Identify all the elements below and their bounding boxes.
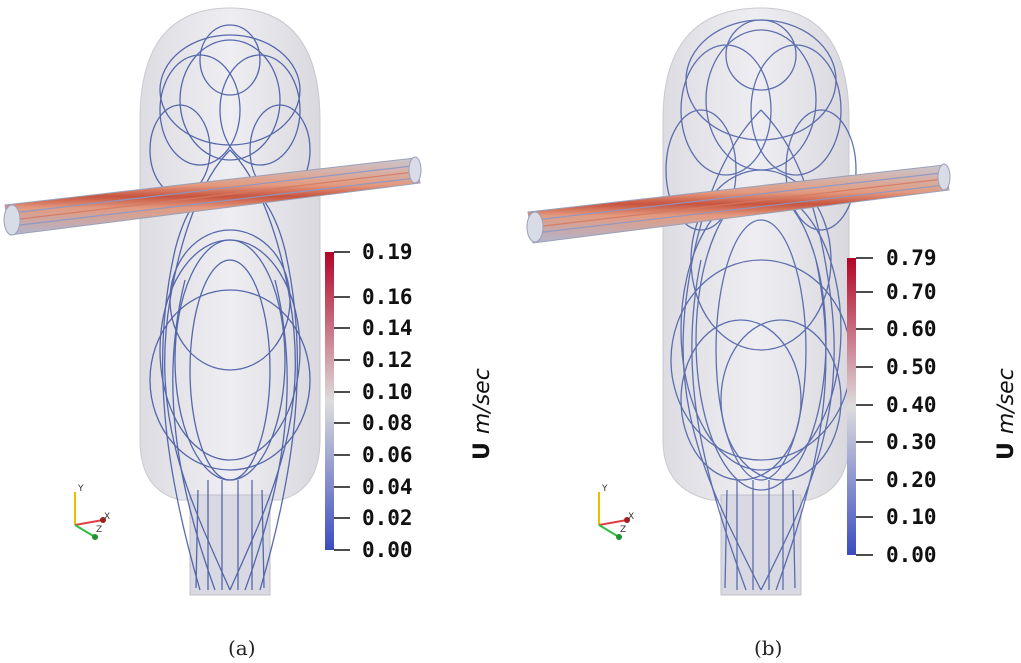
caption-b: (b)	[754, 636, 783, 660]
vessel-body	[139, 7, 321, 501]
colorbar-tick: 0.10	[886, 505, 937, 529]
inlet-pipe-b	[526, 163, 951, 244]
axis-x-label: X	[628, 512, 635, 522]
inlet-pipe-a	[3, 156, 422, 236]
colorbar-tick: 0.08	[362, 411, 413, 435]
axes-triad-b	[598, 492, 630, 540]
colorbar-tick: 0.06	[362, 443, 413, 467]
colorbar-tick: 0.10	[362, 380, 413, 404]
colorbar-tick: 0.12	[362, 348, 413, 372]
colorbar-a	[325, 252, 334, 550]
colorbar-tick: 0.70	[886, 280, 937, 304]
colorbar-tick: 0.30	[886, 430, 937, 454]
colorbar-tick: 0.00	[362, 538, 413, 562]
outlet-tube	[189, 494, 271, 596]
streamlines-b	[665, 19, 857, 591]
colorbar-tick: 0.50	[886, 355, 937, 379]
quantity-symbol: U	[994, 442, 1019, 460]
colorbar-ticks-a	[334, 251, 350, 551]
colorbar-title-b: Um/sec	[994, 368, 1019, 460]
axis-z-label: Z	[96, 525, 103, 535]
colorbar-tick: 0.20	[886, 468, 937, 492]
colorbar-title-a: Um/sec	[470, 368, 495, 460]
quantity-unit: m/sec	[994, 368, 1019, 435]
colorbar-ticks-b	[856, 257, 873, 556]
axis-y-label: Y	[78, 484, 84, 494]
axis-y-label: Y	[602, 484, 608, 494]
colorbar-tick: 0.40	[886, 393, 937, 417]
axis-z-label: Z	[620, 525, 627, 535]
axes-triad-a	[74, 492, 106, 540]
vessel-body	[662, 7, 850, 501]
colorbar-tick: 0.79	[886, 246, 937, 270]
panel-b: Y X Z 0.79 0.70 0.60 0.50 0.40 0.30 0.20…	[511, 0, 1021, 663]
colorbar-tick: 0.14	[362, 316, 413, 340]
colorbar-tick: 0.00	[886, 543, 937, 567]
caption-a: (a)	[228, 636, 256, 660]
axis-x-label: X	[104, 512, 111, 522]
colorbar-tick: 0.04	[362, 475, 413, 499]
quantity-symbol: U	[470, 442, 495, 460]
colorbar-tick: 0.19	[362, 240, 413, 264]
panel-a: Y X Z 0.19 0.16 0.14 0.12 0.10 0.08 0.06…	[0, 0, 510, 663]
streamlines-a	[149, 24, 311, 591]
vessel-scene-b	[526, 7, 951, 596]
colorbar-tick: 0.02	[362, 506, 413, 530]
colorbar-tick: 0.16	[362, 285, 413, 309]
vessel-scene-a	[3, 7, 422, 596]
outlet-tube	[720, 494, 802, 596]
colorbar-b	[847, 258, 856, 555]
quantity-unit: m/sec	[470, 368, 495, 435]
colorbar-tick: 0.60	[886, 317, 937, 341]
